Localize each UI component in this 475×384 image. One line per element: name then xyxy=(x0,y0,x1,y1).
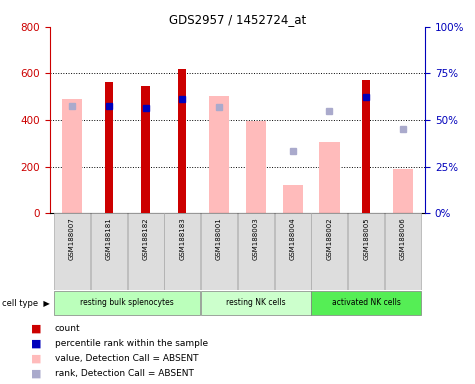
Text: GSM188007: GSM188007 xyxy=(69,217,75,260)
Text: GSM188002: GSM188002 xyxy=(326,217,332,260)
Title: GDS2957 / 1452724_at: GDS2957 / 1452724_at xyxy=(169,13,306,26)
Text: ■: ■ xyxy=(31,368,41,378)
Text: cell type  ▶: cell type ▶ xyxy=(2,299,50,308)
Bar xyxy=(393,169,413,213)
Text: GSM188006: GSM188006 xyxy=(400,217,406,260)
Text: ■: ■ xyxy=(31,339,41,349)
FancyBboxPatch shape xyxy=(275,213,311,290)
FancyBboxPatch shape xyxy=(312,291,421,316)
FancyBboxPatch shape xyxy=(54,213,90,290)
FancyBboxPatch shape xyxy=(385,213,421,290)
Bar xyxy=(142,86,150,213)
FancyBboxPatch shape xyxy=(201,213,237,290)
Text: GSM188003: GSM188003 xyxy=(253,217,259,260)
Bar xyxy=(209,96,229,213)
FancyBboxPatch shape xyxy=(91,213,127,290)
Text: rank, Detection Call = ABSENT: rank, Detection Call = ABSENT xyxy=(55,369,193,378)
Text: count: count xyxy=(55,324,80,333)
FancyBboxPatch shape xyxy=(312,213,348,290)
Text: GSM188001: GSM188001 xyxy=(216,217,222,260)
Bar xyxy=(178,69,186,213)
Bar xyxy=(319,142,340,213)
Bar xyxy=(62,99,82,213)
Bar xyxy=(104,81,113,213)
Text: GSM188182: GSM188182 xyxy=(142,217,149,260)
Text: resting bulk splenocytes: resting bulk splenocytes xyxy=(80,298,174,307)
Bar xyxy=(362,80,370,213)
Text: GSM188181: GSM188181 xyxy=(106,217,112,260)
Text: value, Detection Call = ABSENT: value, Detection Call = ABSENT xyxy=(55,354,198,363)
FancyBboxPatch shape xyxy=(54,291,200,316)
Bar xyxy=(283,185,303,213)
FancyBboxPatch shape xyxy=(238,213,274,290)
FancyBboxPatch shape xyxy=(164,213,200,290)
Text: ■: ■ xyxy=(31,353,41,364)
Text: GSM188005: GSM188005 xyxy=(363,217,369,260)
Text: resting NK cells: resting NK cells xyxy=(226,298,285,307)
FancyBboxPatch shape xyxy=(348,213,384,290)
FancyBboxPatch shape xyxy=(127,213,163,290)
Text: GSM188004: GSM188004 xyxy=(290,217,295,260)
Text: GSM188183: GSM188183 xyxy=(180,217,185,260)
Text: percentile rank within the sample: percentile rank within the sample xyxy=(55,339,208,348)
Text: activated NK cells: activated NK cells xyxy=(332,298,401,307)
FancyBboxPatch shape xyxy=(201,291,311,316)
Bar xyxy=(246,121,266,213)
Text: ■: ■ xyxy=(31,324,41,334)
